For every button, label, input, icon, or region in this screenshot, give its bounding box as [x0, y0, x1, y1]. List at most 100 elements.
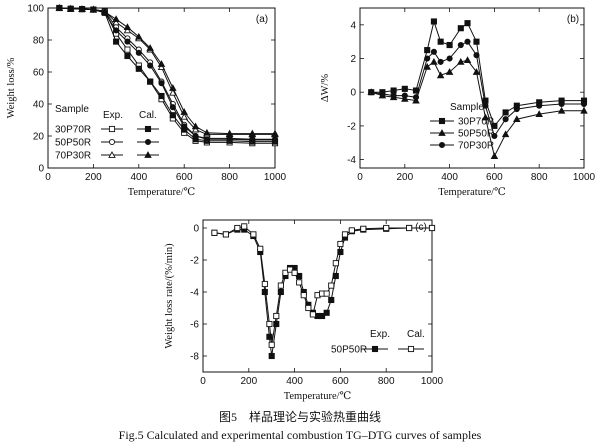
data-point-c-1 — [406, 224, 413, 232]
series-a-3 — [56, 4, 279, 143]
data-point-b-0 — [464, 20, 471, 27]
legend-row-label: 30P70R — [458, 117, 494, 128]
data-point-c-1 — [241, 223, 248, 230]
data-point-c-1 — [277, 282, 284, 289]
data-point-b-0 — [473, 38, 480, 45]
data-point-b-2 — [536, 102, 543, 109]
data-point-b-2 — [464, 38, 471, 45]
data-point-b-2 — [580, 100, 588, 108]
series-line-a-4 — [59, 7, 275, 135]
panel-c-dtg-chart: 0 200 400 600 800 1000 -8 -6 -4 -2 0 Temperature/℃ W… — [164, 219, 444, 402]
data-point-c-1 — [282, 269, 289, 276]
x-tick-label-a: 0 — [45, 172, 51, 183]
data-point-c-0 — [323, 309, 330, 316]
legend-row-label: 30P70R — [55, 125, 91, 136]
data-point-c-1 — [250, 231, 257, 238]
plot-frame-b — [359, 7, 585, 169]
y-tick-label-c: 0 — [193, 224, 199, 235]
data-point-a-3 — [147, 62, 154, 69]
y-axis-label-a: Weight loss/% — [6, 57, 17, 118]
series-line-a-1 — [59, 7, 275, 143]
legend-marker — [144, 125, 152, 133]
legend-row-label: 50P50R — [55, 138, 91, 149]
data-point-a-4 — [123, 26, 132, 34]
data-point-a-3 — [124, 38, 131, 45]
legend-sample-label: 50P50R — [331, 345, 367, 356]
legend-marker — [438, 141, 446, 149]
data-point-a-5 — [100, 8, 109, 15]
x-tick-label-c: 0 — [200, 376, 206, 387]
data-point-b-1 — [436, 71, 445, 79]
data-point-a-1 — [135, 65, 142, 72]
data-point-c-1 — [332, 260, 339, 267]
data-point-a-1 — [169, 112, 176, 119]
data-point-a-5 — [146, 44, 154, 51]
data-point-c-1 — [383, 224, 390, 232]
data-point-b-1 — [445, 68, 454, 75]
data-point-b-1 — [457, 57, 465, 65]
series-line-a-3 — [59, 7, 275, 140]
y-tick-label-b: 4 — [350, 20, 356, 31]
legend-row-label: 70P30R — [55, 151, 91, 162]
y-axis-label-c: Weight loss rate/(%/min) — [164, 243, 175, 349]
data-point-a-1 — [113, 38, 120, 45]
data-point-b-2 — [491, 132, 498, 140]
plot-frame-a — [47, 7, 276, 169]
y-tick-label-a: 0 — [38, 164, 44, 175]
data-point-b-0 — [446, 42, 453, 49]
x-tick-label-a: 200 — [85, 172, 102, 183]
x-tick-label-c: 400 — [286, 376, 303, 387]
data-point-a-5 — [135, 32, 143, 40]
data-point-a-3 — [181, 123, 188, 130]
data-point-c-1 — [266, 320, 273, 328]
data-point-b-2 — [446, 55, 453, 62]
data-point-c-0 — [277, 288, 284, 296]
legend-c: Exp. Cal. 50P50R — [331, 329, 425, 356]
x-tick-label-c: 200 — [240, 376, 257, 387]
data-point-c-0 — [328, 296, 335, 304]
legend-marker — [144, 138, 152, 146]
x-tick-label-c: 800 — [378, 376, 395, 387]
panel-a-tg-chart: 0 200 400 600 800 1000 0 20 40 60 80 100 Temperature… — [6, 4, 287, 199]
legend-marker — [407, 345, 415, 353]
x-tick-label-c: 1000 — [421, 376, 444, 387]
data-point-a-5 — [55, 4, 64, 11]
series-c-1 — [211, 223, 436, 348]
data-point-a-1 — [147, 78, 154, 85]
legend-row-label: 50P50R — [458, 129, 494, 140]
data-point-b-2 — [412, 94, 420, 101]
data-point-a-4 — [112, 18, 120, 26]
data-point-c-1 — [348, 227, 355, 234]
data-point-a-3 — [135, 49, 142, 56]
data-point-b-0 — [502, 109, 509, 116]
data-point-c-1 — [337, 240, 344, 248]
legend-marker — [108, 151, 116, 158]
data-point-c-0 — [268, 352, 275, 360]
legend-header-sample: Sample — [55, 104, 89, 115]
data-point-c-1 — [296, 279, 303, 286]
panel-b-delta-w-chart: 0 200 400 600 800 1000 -4 -2 0 2 4 Temperature/℃ ΔW/… — [320, 7, 596, 198]
data-point-b-2 — [379, 90, 386, 97]
y-tick-label-c: -2 — [190, 256, 199, 267]
data-point-c-0 — [273, 320, 280, 328]
plot-frame-c — [202, 219, 433, 373]
y-tick-label-a: 20 — [33, 132, 45, 143]
data-point-a-5 — [191, 122, 200, 130]
y-tick-label-c: -8 — [190, 352, 199, 363]
data-point-a-0 — [124, 46, 131, 53]
data-point-a-5 — [248, 129, 257, 137]
y-tick-label-a: 60 — [33, 68, 45, 79]
data-point-b-2 — [558, 100, 565, 108]
y-tick-label-b: -2 — [347, 121, 356, 132]
data-point-c-1 — [291, 269, 298, 276]
data-point-b-1 — [412, 96, 420, 104]
data-point-a-4 — [191, 125, 200, 133]
data-point-a-3 — [271, 136, 279, 143]
data-point-c-1 — [257, 245, 264, 252]
x-tick-label-a: 800 — [221, 172, 238, 183]
series-a-2 — [56, 4, 279, 144]
data-point-a-3 — [249, 136, 256, 143]
series-line-c-1 — [214, 225, 432, 345]
data-point-b-2 — [368, 89, 375, 96]
